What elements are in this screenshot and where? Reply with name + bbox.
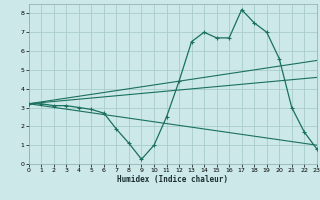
X-axis label: Humidex (Indice chaleur): Humidex (Indice chaleur) bbox=[117, 175, 228, 184]
